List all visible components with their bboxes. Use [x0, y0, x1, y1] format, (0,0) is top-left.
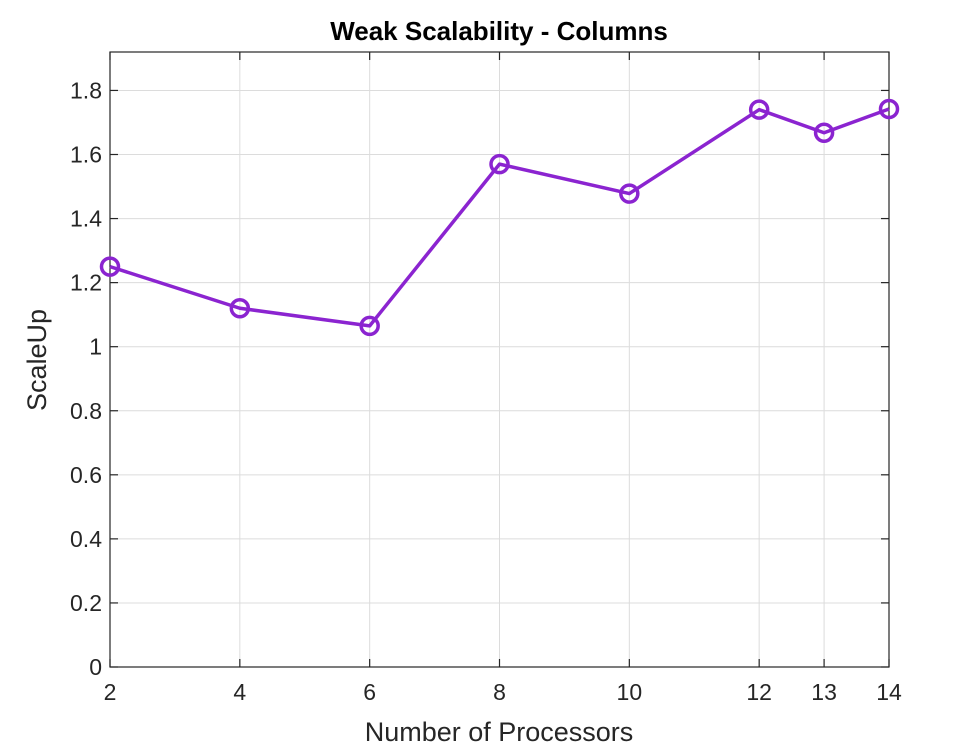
x-tick-label: 6 [363, 679, 376, 705]
y-tick-label: 0.6 [70, 462, 102, 488]
x-tick-label: 13 [811, 679, 837, 705]
data-point [748, 99, 770, 120]
data-point [99, 256, 121, 277]
chart-title: Weak Scalability - Columns [330, 16, 668, 46]
y-tick-label: 1 [89, 334, 102, 360]
y-tick-label: 1.2 [70, 270, 102, 296]
data-point [229, 298, 251, 319]
x-tick-label: 2 [104, 679, 117, 705]
y-tick-label: 1.6 [70, 142, 102, 168]
y-axis-label: ScaleUp [22, 309, 52, 411]
data-point [878, 98, 900, 120]
y-tick-label: 1.4 [70, 206, 102, 232]
y-tick-label: 0 [89, 654, 102, 680]
series-layer [99, 98, 900, 337]
y-tick-label: 0.2 [70, 590, 102, 616]
y-tick-label: 1.8 [70, 77, 102, 103]
axis-ticks [109, 52, 890, 668]
grid [109, 52, 890, 668]
x-tick-labels: 2 4 6 8 10 12 13 14 [104, 679, 902, 705]
x-tick-label: 14 [876, 679, 902, 705]
x-tick-label: 4 [233, 679, 246, 705]
x-tick-label: 12 [746, 679, 772, 705]
data-point [813, 122, 835, 143]
y-tick-label: 0.4 [70, 526, 102, 552]
y-tick-label: 0.8 [70, 398, 102, 424]
x-tick-label: 10 [617, 679, 643, 705]
data-point [619, 183, 640, 204]
y-tick-labels: 0 0.2 0.4 0.6 0.8 1 1.2 1.4 1.6 1.8 [70, 77, 102, 680]
x-tick-label: 8 [493, 679, 506, 705]
x-axis-label: Number of Processors [365, 717, 634, 746]
data-point [489, 153, 510, 175]
series-line [109, 107, 890, 328]
data-point [359, 315, 380, 337]
